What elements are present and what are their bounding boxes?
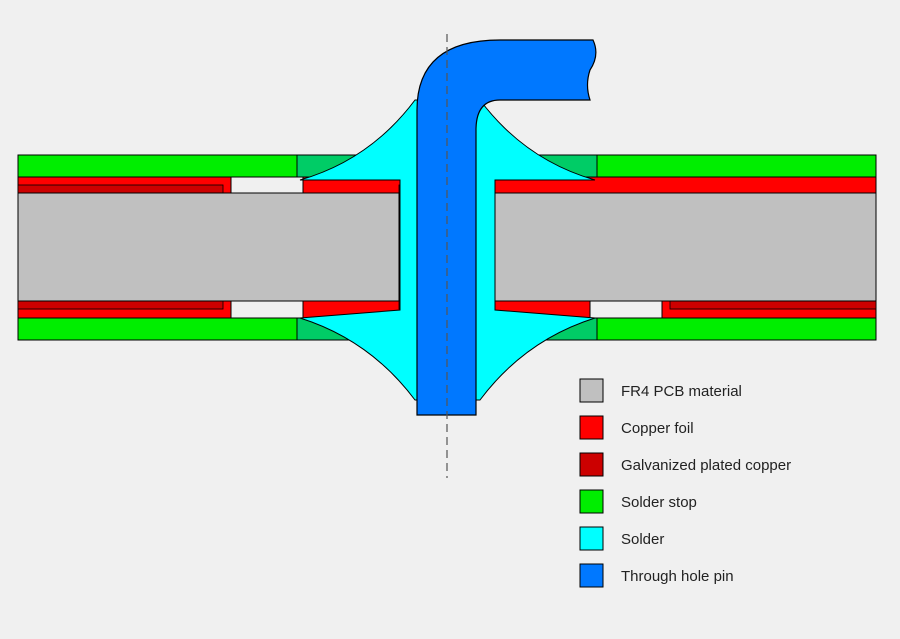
galvanized-top-left <box>17 184 224 194</box>
legend-label: Solder stop <box>621 494 697 511</box>
legend-label: Copper foil <box>621 420 694 437</box>
legend-label: FR4 PCB material <box>621 383 742 400</box>
fr4-right <box>494 192 877 302</box>
legend-swatch <box>579 563 604 588</box>
legend-swatch <box>579 378 604 403</box>
galvanized-bottom-right <box>669 300 877 310</box>
through-hole-pin <box>416 39 597 416</box>
solder-stop-bottom-right <box>596 317 877 341</box>
solder-stop-top-right <box>596 154 877 178</box>
fr4-core <box>17 192 877 302</box>
solder-stop-top-left <box>17 154 298 178</box>
legend-swatch <box>579 415 604 440</box>
legend-label: Solder <box>621 531 664 548</box>
legend-swatch <box>579 452 604 477</box>
legend-label: Galvanized plated copper <box>621 457 791 474</box>
legend-label: Through hole pin <box>621 568 734 585</box>
galvanized-bottom-left <box>17 300 224 310</box>
fr4-left <box>17 192 400 302</box>
legend: FR4 PCB material Copper foil Galvanized pl… <box>579 378 791 588</box>
legend-swatch <box>579 526 604 551</box>
solder-stop-bottom-left <box>17 317 298 341</box>
legend-swatch <box>579 489 604 514</box>
